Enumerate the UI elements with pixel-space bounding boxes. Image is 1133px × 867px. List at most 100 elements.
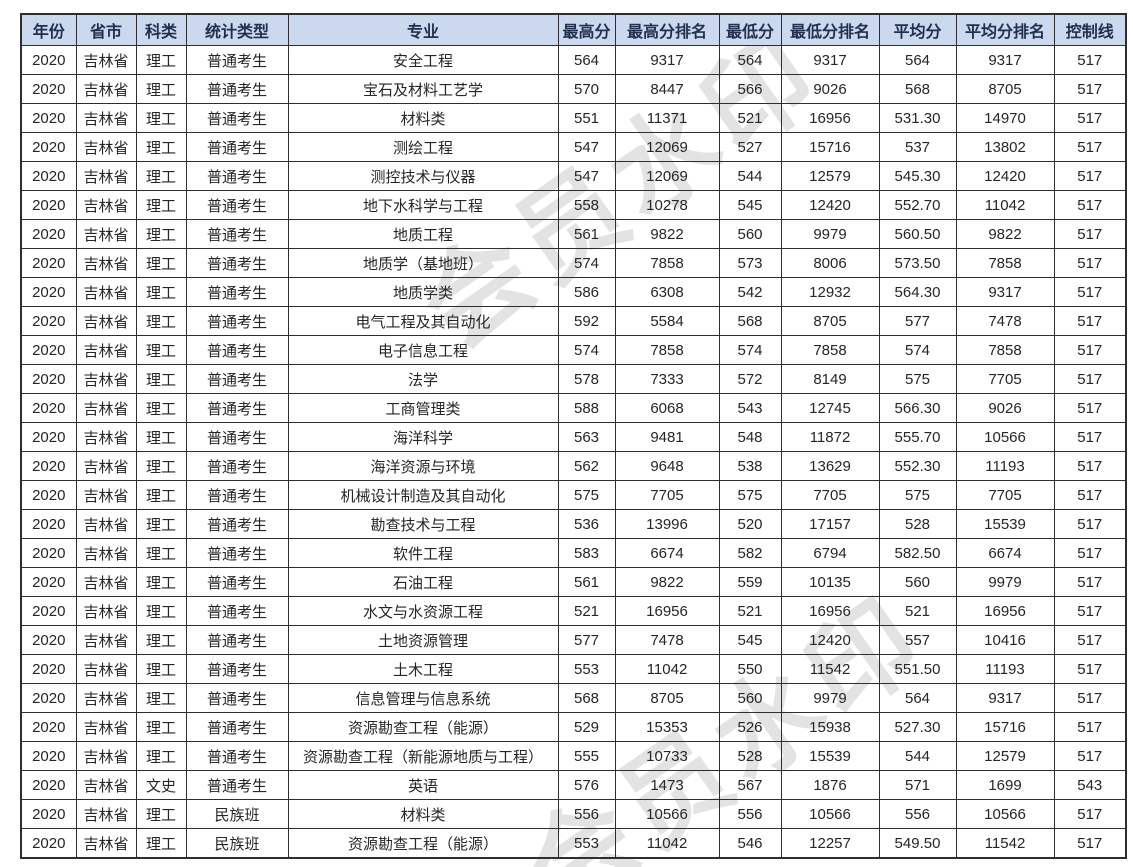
cell-avg_score: 574 [878, 335, 957, 365]
cell-avg_rank: 7858 [955, 335, 1055, 365]
cell-avg_rank: 15716 [955, 712, 1055, 742]
cell-major: 石油工程 [287, 567, 559, 597]
cell-min_rank: 12420 [780, 625, 880, 655]
cell-min_rank: 15938 [780, 712, 880, 742]
cell-control_line: 517 [1053, 741, 1127, 771]
cell-max_score: 586 [557, 277, 616, 307]
cell-stat_type: 普通考生 [185, 393, 289, 423]
cell-category: 理工 [135, 567, 187, 597]
cell-max_score: 547 [557, 132, 616, 162]
cell-max_score: 563 [557, 422, 616, 452]
cell-province: 吉林省 [75, 335, 137, 365]
cell-category: 理工 [135, 74, 187, 104]
cell-min_score: 544 [718, 161, 782, 191]
cell-min_rank: 6794 [780, 538, 880, 568]
cell-avg_rank: 14970 [955, 103, 1055, 133]
cell-control_line: 517 [1053, 393, 1127, 423]
table-row: 2020 吉林省 理工 普通考生 土地资源管理 577 7478 545 12420 557 104… [20, 625, 1127, 655]
cell-min_score: 545 [718, 625, 782, 655]
cell-avg_rank: 11193 [955, 451, 1055, 481]
cell-major: 电子信息工程 [287, 335, 559, 365]
cell-avg_rank: 11193 [955, 654, 1055, 684]
cell-min_score: 527 [718, 132, 782, 162]
cell-max_rank: 7333 [614, 364, 720, 394]
cell-year: 2020 [20, 277, 77, 307]
cell-province: 吉林省 [75, 422, 137, 452]
cell-major: 安全工程 [287, 45, 559, 75]
table-row: 2020 吉林省 理工 普通考生 材料类 551 11371 521 16956 531.30 14… [20, 103, 1127, 133]
cell-stat_type: 普通考生 [185, 741, 289, 771]
cell-min_score: 572 [718, 364, 782, 394]
cell-avg_rank: 9317 [955, 683, 1055, 713]
cell-major: 资源勘查工程（能源） [287, 828, 559, 859]
cell-control_line: 517 [1053, 277, 1127, 307]
cell-stat_type: 普通考生 [185, 335, 289, 365]
cell-min_rank: 15539 [780, 741, 880, 771]
cell-stat_type: 普通考生 [185, 74, 289, 104]
cell-category: 理工 [135, 422, 187, 452]
cell-max_rank: 12069 [614, 132, 720, 162]
cell-province: 吉林省 [75, 625, 137, 655]
cell-min_rank: 7705 [780, 480, 880, 510]
cell-major: 法学 [287, 364, 559, 394]
cell-avg_rank: 7478 [955, 306, 1055, 336]
cell-province: 吉林省 [75, 306, 137, 336]
table-row: 2020 吉林省 理工 民族班 资源勘查工程（能源） 553 11042 546 12257 54… [20, 828, 1127, 859]
cell-avg_score: 564 [878, 683, 957, 713]
cell-avg_score: 556 [878, 799, 957, 829]
cell-category: 理工 [135, 799, 187, 829]
cell-stat_type: 普通考生 [185, 683, 289, 713]
cell-province: 吉林省 [75, 828, 137, 859]
cell-stat_type: 普通考生 [185, 277, 289, 307]
cell-stat_type: 普通考生 [185, 422, 289, 452]
cell-major: 海洋科学 [287, 422, 559, 452]
cell-min_score: 526 [718, 712, 782, 742]
cell-major: 勘查技术与工程 [287, 509, 559, 539]
cell-min_score: 542 [718, 277, 782, 307]
cell-control_line: 517 [1053, 364, 1127, 394]
cell-min_rank: 16956 [780, 103, 880, 133]
cell-year: 2020 [20, 828, 77, 859]
cell-year: 2020 [20, 538, 77, 568]
cell-category: 文史 [135, 770, 187, 800]
cell-min_rank: 12745 [780, 393, 880, 423]
cell-control_line: 517 [1053, 683, 1127, 713]
cell-min_rank: 7858 [780, 335, 880, 365]
cell-avg_score: 531.30 [878, 103, 957, 133]
cell-min_rank: 9979 [780, 219, 880, 249]
cell-category: 理工 [135, 596, 187, 626]
cell-max_rank: 16956 [614, 596, 720, 626]
cell-min_score: 545 [718, 190, 782, 220]
cell-min_rank: 13629 [780, 451, 880, 481]
cell-min_score: 559 [718, 567, 782, 597]
cell-stat_type: 普通考生 [185, 132, 289, 162]
cell-major: 资源勘查工程（能源） [287, 712, 559, 742]
cell-min_score: 573 [718, 248, 782, 278]
cell-province: 吉林省 [75, 451, 137, 481]
cell-year: 2020 [20, 190, 77, 220]
cell-major: 测控技术与仪器 [287, 161, 559, 191]
cell-control_line: 517 [1053, 74, 1127, 104]
cell-max_score: 574 [557, 248, 616, 278]
cell-year: 2020 [20, 683, 77, 713]
cell-year: 2020 [20, 132, 77, 162]
cell-major: 测绘工程 [287, 132, 559, 162]
cell-control_line: 517 [1053, 103, 1127, 133]
cell-category: 理工 [135, 393, 187, 423]
cell-min_score: 560 [718, 219, 782, 249]
column-header-stat_type: 统计类型 [185, 13, 289, 46]
cell-min_rank: 9317 [780, 45, 880, 75]
cell-min_rank: 1876 [780, 770, 880, 800]
cell-max_rank: 9648 [614, 451, 720, 481]
cell-province: 吉林省 [75, 654, 137, 684]
cell-category: 理工 [135, 538, 187, 568]
table-row: 2020 吉林省 理工 普通考生 法学 578 7333 572 8149 575 7705 517 [20, 364, 1127, 394]
table-row: 2020 吉林省 理工 普通考生 信息管理与信息系统 568 8705 560 9979 564 9… [20, 683, 1127, 713]
table-row: 2020 吉林省 理工 普通考生 地质学（基地班） 574 7858 573 8006 573.5… [20, 248, 1127, 278]
cell-min_rank: 10566 [780, 799, 880, 829]
cell-control_line: 517 [1053, 335, 1127, 365]
cell-year: 2020 [20, 596, 77, 626]
cell-min_rank: 12420 [780, 190, 880, 220]
table-row: 2020 吉林省 理工 普通考生 资源勘查工程（新能源地质与工程） 555 10733 528… [20, 741, 1127, 771]
cell-year: 2020 [20, 335, 77, 365]
